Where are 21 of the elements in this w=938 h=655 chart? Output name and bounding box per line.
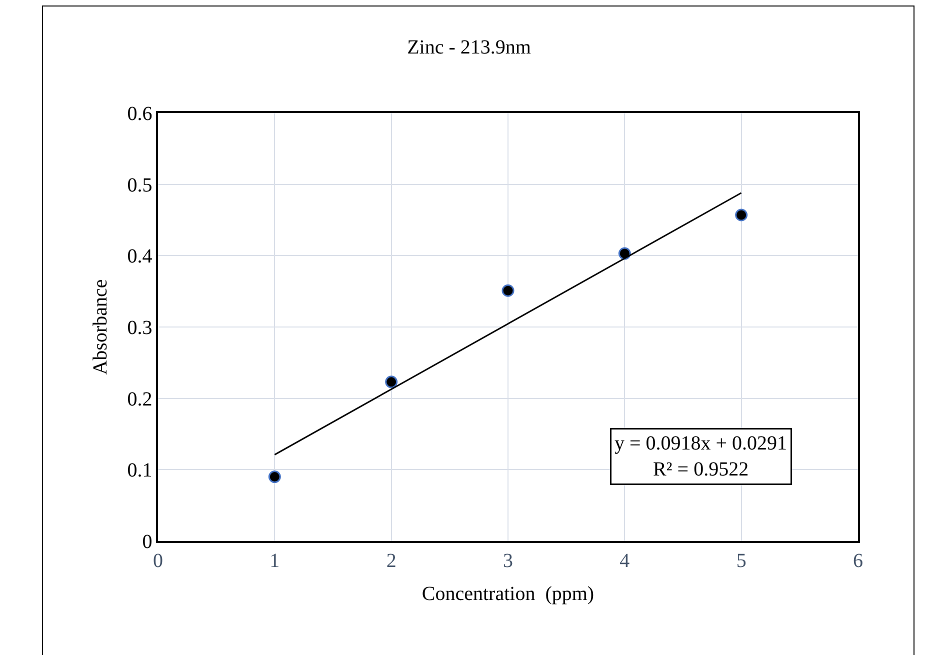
y-tick-label: 0.1 — [127, 460, 152, 482]
y-axis-title: Absorbance — [89, 279, 112, 375]
annotation: y = 0.0918x + 0.0291 R² = 0.9522 — [614, 432, 788, 480]
point — [502, 284, 514, 297]
y-tick-label: 0.5 — [127, 174, 152, 196]
point — [385, 376, 398, 388]
y-tick-label: 0.2 — [127, 388, 152, 410]
y-tick-label: 0.6 — [127, 103, 152, 125]
x-tick-label: 2 — [386, 550, 396, 572]
x-tick-label: 1 — [270, 550, 280, 572]
y-tick-label: 0 — [142, 531, 152, 553]
x-tick-label: 3 — [503, 550, 513, 572]
x-tick-label: 4 — [620, 550, 630, 572]
x-tick-label: 5 — [736, 550, 746, 572]
x-tick-label: 6 — [853, 550, 863, 572]
y-tick-label: 0.3 — [127, 317, 152, 339]
point — [735, 208, 748, 222]
x-axis-title: Concentration (ppm) — [422, 582, 594, 605]
y-tick-label: 0.4 — [127, 246, 152, 268]
chart-title: Zinc - 213.9nm — [407, 36, 532, 58]
point — [268, 470, 281, 484]
